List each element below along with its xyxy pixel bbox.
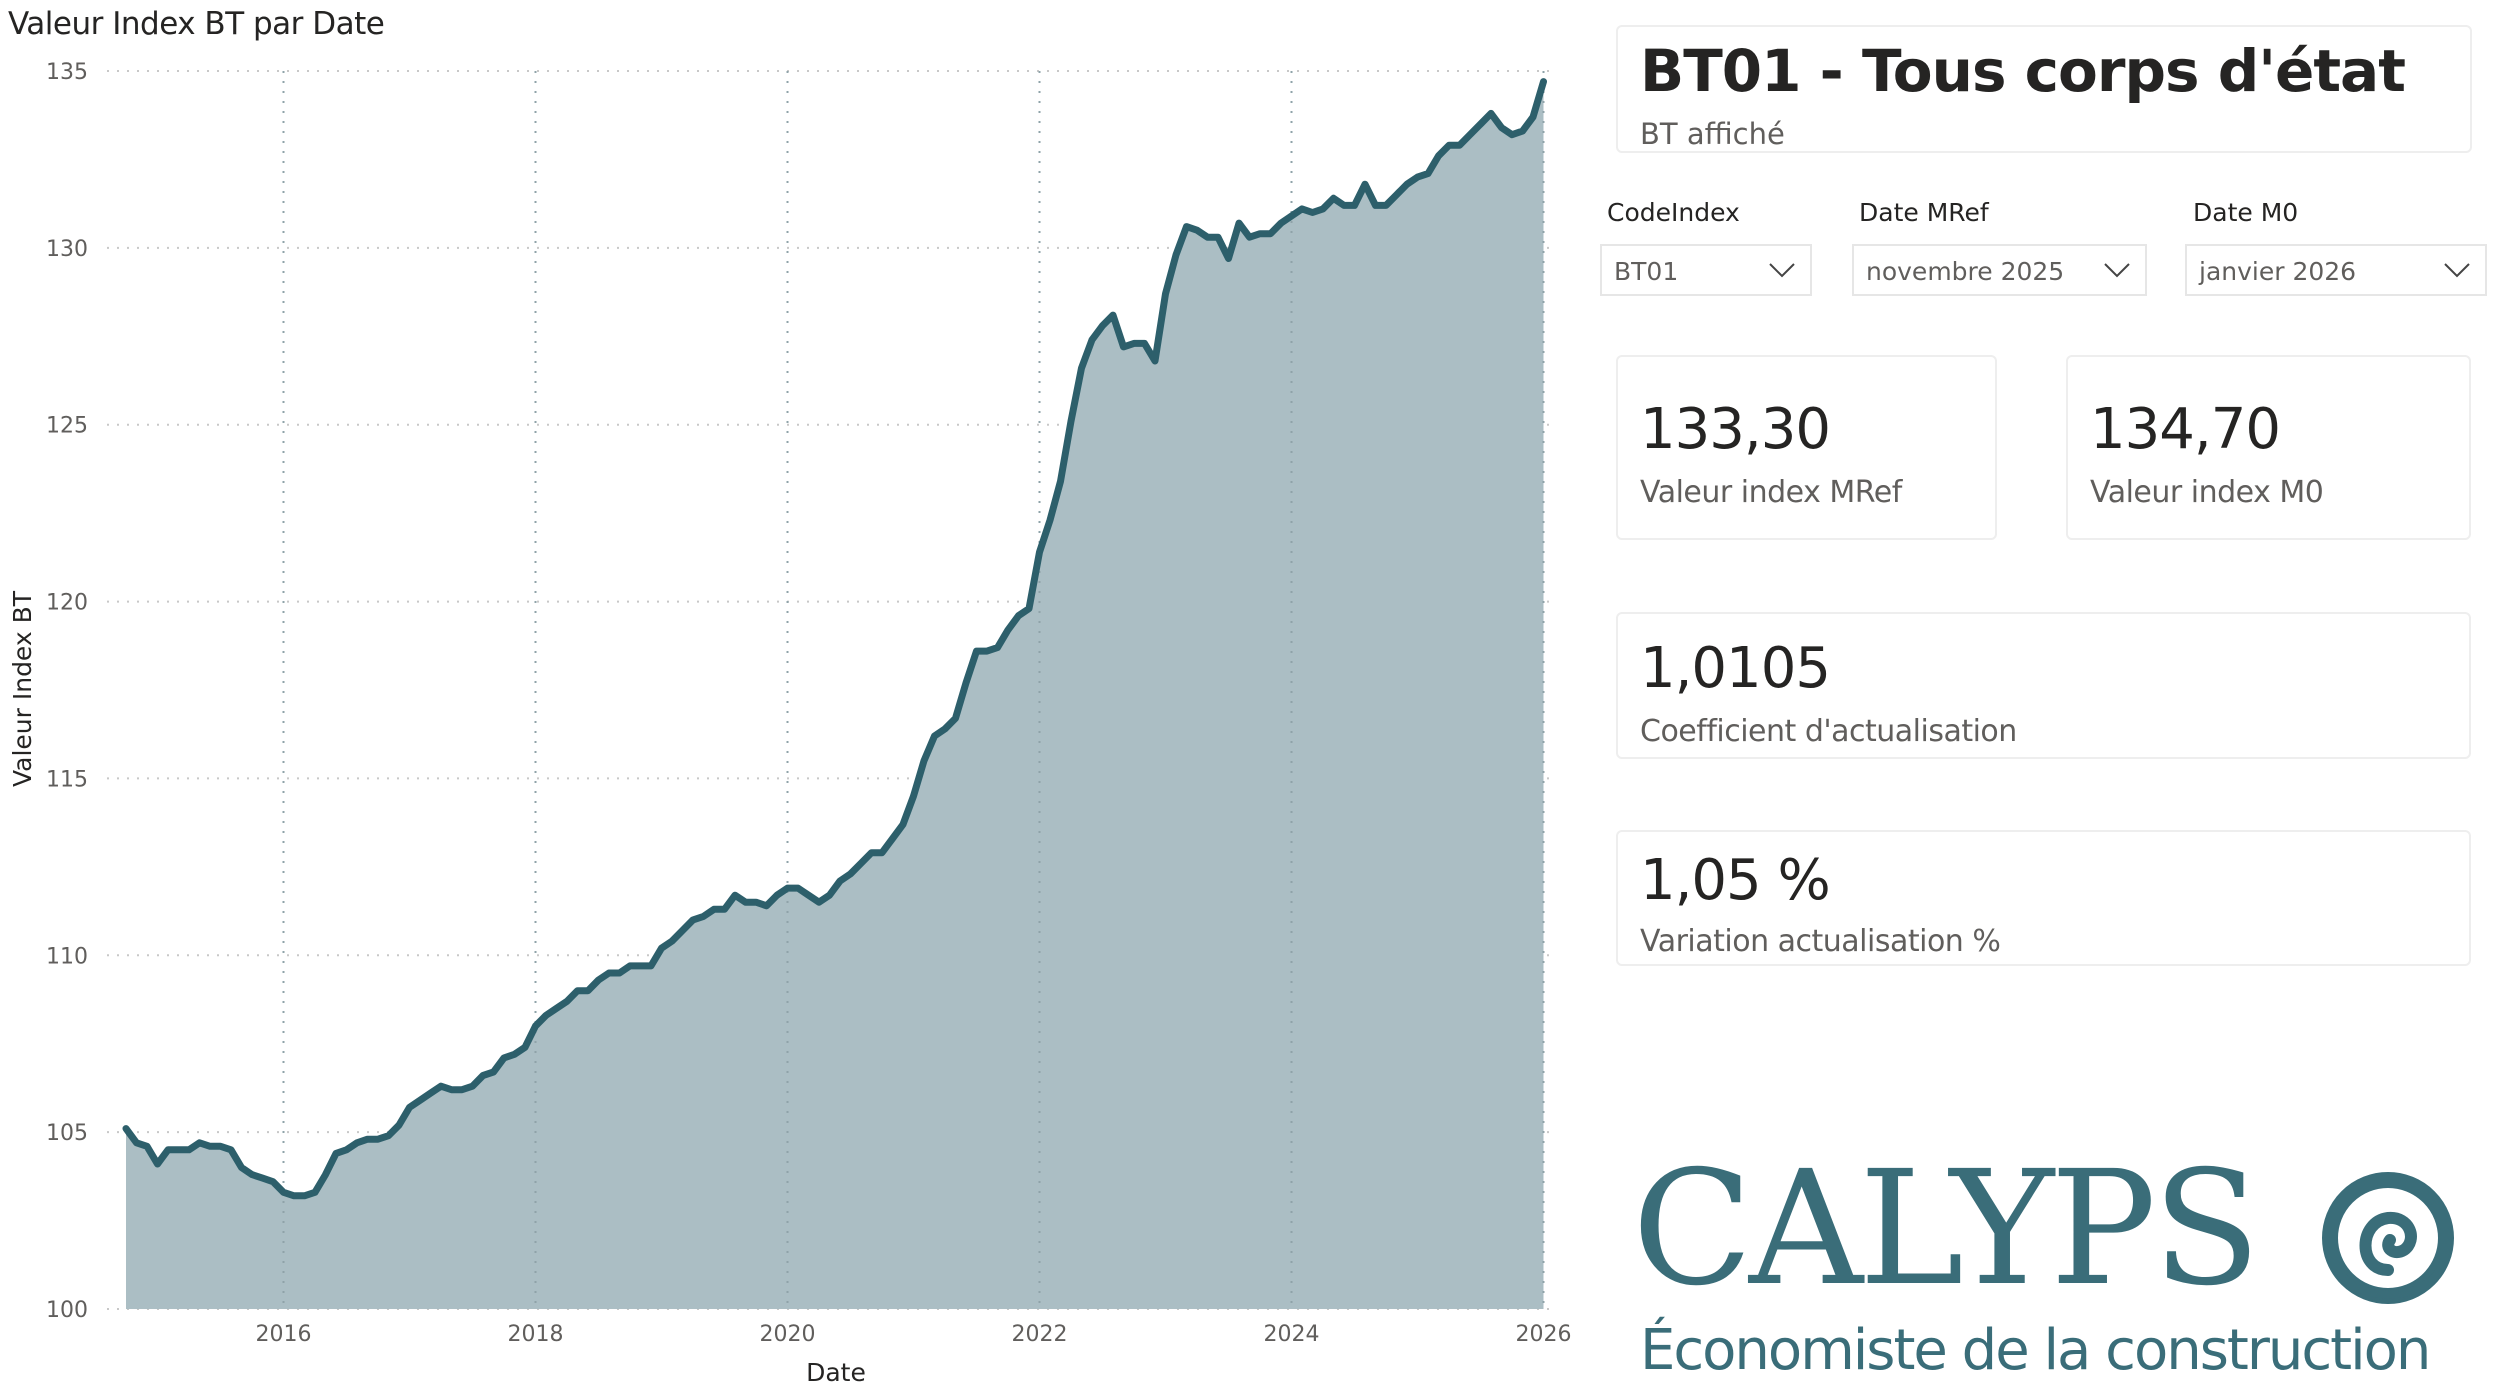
date-m0-dropdown-value: janvier 2026 bbox=[2199, 257, 2357, 286]
y-tick-label: 120 bbox=[46, 591, 88, 616]
date-m0-slicer-label: Date M0 bbox=[2193, 198, 2299, 227]
codeindex-dropdown[interactable]: BT01 bbox=[1600, 244, 1812, 296]
kpi-card-valeur-mref: 133,30 Valeur index MRef bbox=[1616, 355, 1997, 540]
kpi-card-coefficient: 1,0105 Coefficient d'actualisation bbox=[1616, 612, 2471, 759]
x-axis-ticks: 2016 2018 2020 2022 2024 2026 bbox=[256, 1322, 1572, 1347]
bt-title: BT01 - Tous corps d'état bbox=[1640, 37, 2406, 105]
date-mref-dropdown-value: novembre 2025 bbox=[1866, 257, 2065, 286]
header-card: BT01 - Tous corps d'état BT affiché bbox=[1616, 25, 2472, 153]
chart-vertical-gridlines-overlay bbox=[282, 71, 1545, 1309]
kpi-label: Variation actualisation % bbox=[1640, 924, 2001, 959]
y-axis-title: Valeur Index BT bbox=[8, 590, 37, 787]
date-mref-dropdown[interactable]: novembre 2025 bbox=[1852, 244, 2147, 296]
x-tick-label: 2022 bbox=[1012, 1322, 1068, 1347]
bt-subtitle: BT affiché bbox=[1640, 117, 1785, 151]
chevron-down-icon bbox=[2444, 263, 2470, 278]
kpi-value: 133,30 bbox=[1640, 397, 1831, 462]
chevron-down-icon bbox=[2104, 263, 2130, 278]
chart-title: Valeur Index BT par Date bbox=[8, 6, 385, 42]
date-m0-dropdown[interactable]: janvier 2026 bbox=[2185, 244, 2487, 296]
y-tick-label: 125 bbox=[46, 414, 88, 439]
y-tick-label: 115 bbox=[46, 767, 88, 792]
chevron-down-icon bbox=[1769, 263, 1795, 278]
date-mref-slicer-label: Date MRef bbox=[1859, 198, 1989, 227]
kpi-label: Coefficient d'actualisation bbox=[1640, 714, 2017, 749]
calypso-logo-swirl-icon bbox=[2322, 1172, 2454, 1304]
area-chart: 100 105 110 115 120 125 130 135 2016 2018 2020 202… bbox=[8, 60, 1572, 1387]
calypso-logo-tagline: Économiste de la construction bbox=[1640, 1318, 2431, 1383]
kpi-card-variation: 1,05 % Variation actualisation % bbox=[1616, 830, 2471, 966]
x-tick-label: 2018 bbox=[508, 1322, 564, 1347]
y-tick-label: 135 bbox=[46, 60, 88, 85]
y-tick-label: 110 bbox=[46, 944, 88, 969]
kpi-card-valeur-m0: 134,70 Valeur index M0 bbox=[2066, 355, 2471, 540]
x-tick-label: 2016 bbox=[256, 1322, 312, 1347]
codeindex-slicer-label: CodeIndex bbox=[1607, 198, 1740, 227]
x-tick-label: 2024 bbox=[1264, 1322, 1320, 1347]
y-tick-label: 100 bbox=[46, 1298, 88, 1323]
x-tick-label: 2020 bbox=[760, 1322, 816, 1347]
codeindex-dropdown-value: BT01 bbox=[1614, 257, 1679, 286]
kpi-label: Valeur index M0 bbox=[2090, 475, 2324, 510]
y-tick-label: 130 bbox=[46, 237, 88, 262]
y-axis-ticks: 100 105 110 115 120 125 130 135 bbox=[46, 60, 88, 1323]
area-fill bbox=[126, 81, 1544, 1310]
kpi-label: Valeur index MRef bbox=[1640, 475, 1902, 510]
kpi-value: 134,70 bbox=[2090, 397, 2281, 462]
calypso-logo-wordmark: CALYPS bbox=[1632, 1137, 2261, 1321]
series-line[interactable] bbox=[122, 78, 1547, 1200]
kpi-value: 1,0105 bbox=[1640, 636, 1831, 701]
y-tick-label: 105 bbox=[46, 1121, 88, 1146]
x-tick-label: 2026 bbox=[1516, 1322, 1572, 1347]
kpi-value: 1,05 % bbox=[1640, 848, 1831, 913]
x-axis-title: Date bbox=[806, 1358, 866, 1387]
